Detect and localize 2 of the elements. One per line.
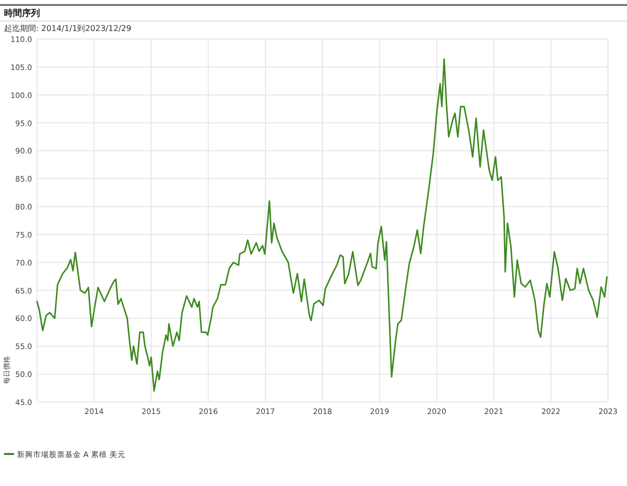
chart-title: 時間序列 bbox=[4, 8, 40, 19]
chart-subtitle: 起迄期間: 2014/1/1到2023/12/29 bbox=[4, 24, 132, 33]
